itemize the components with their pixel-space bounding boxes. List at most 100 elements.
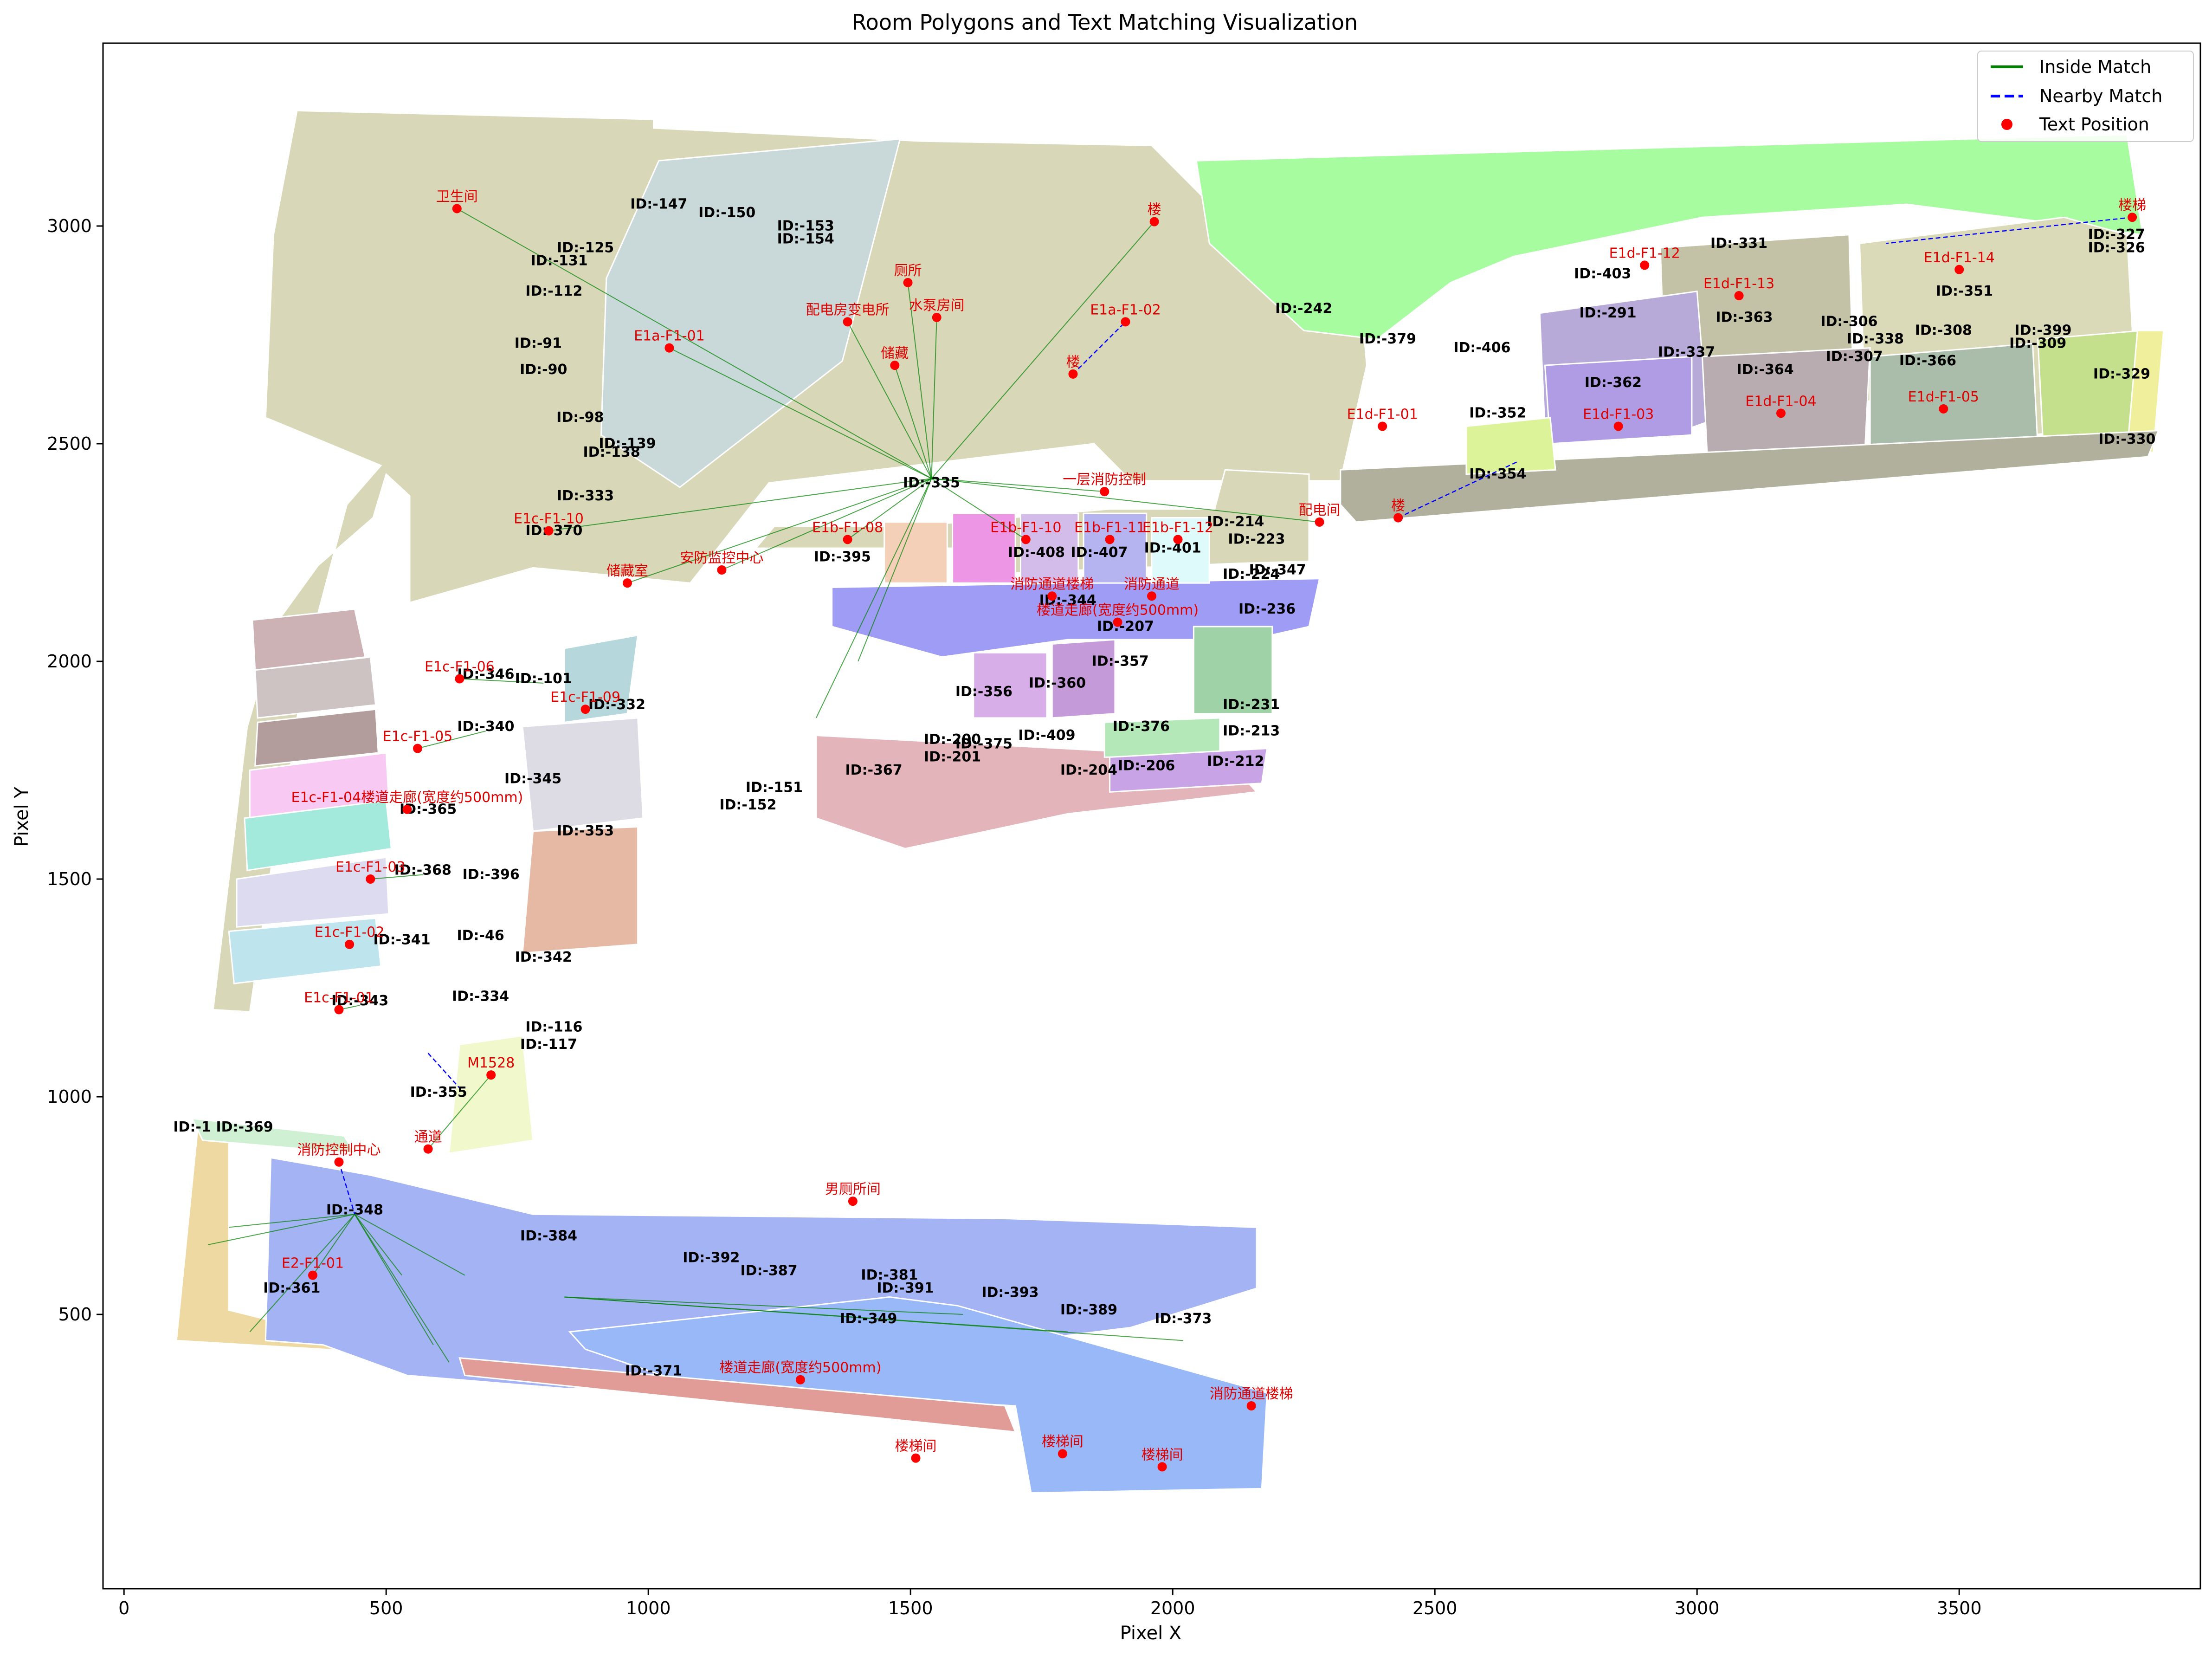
text-position-label: E1d-F1-05 — [1908, 389, 1979, 405]
room-id-label: ID:-370 — [525, 523, 582, 539]
room-polygon — [1465, 417, 1556, 475]
x-tick-label: 3000 — [1675, 1598, 1720, 1618]
room-id-label: ID:-363 — [1715, 309, 1773, 325]
room-id-label: ID:-213 — [1223, 723, 1280, 739]
inside-match-line — [847, 321, 932, 479]
room-polygon — [1151, 517, 1210, 584]
room-id-label: ID:-154 — [777, 231, 834, 247]
inside-match-line — [564, 1296, 963, 1315]
room-id-label: ID:-371 — [625, 1363, 682, 1379]
y-tick-label: 1000 — [47, 1087, 92, 1107]
room-id-label: ID:-291 — [1580, 305, 1637, 321]
inside-match-line — [894, 365, 932, 479]
room-id-label: ID:-91 — [515, 336, 562, 352]
text-position-point — [2128, 213, 2137, 222]
text-position-label: 厕所 — [894, 263, 922, 279]
text-position-point — [366, 874, 375, 884]
x-tick-label: 0 — [118, 1598, 129, 1618]
text-position-point — [1149, 217, 1159, 226]
y-tick-label: 2000 — [47, 651, 92, 672]
y-axis-ticks: 500 1000 1500 2000 2500 3000 — [47, 216, 103, 1325]
text-position-label: 消防通道楼梯 — [1210, 1386, 1293, 1402]
room-id-label: ID:-330 — [2098, 431, 2155, 447]
room-id-label: ID:-407 — [1071, 544, 1128, 561]
room-id-label: ID:-362 — [1585, 375, 1642, 391]
room-polygon — [1193, 626, 1273, 715]
room-id-label: ID:-346 — [457, 666, 514, 683]
room-id-label: ID:-98 — [556, 409, 604, 426]
text-position-point — [1613, 421, 1623, 431]
legend-text-position-dot-icon — [2001, 119, 2012, 130]
text-position-point — [1113, 617, 1122, 627]
text-position-label: 楼道走廊(宽度约500mm) — [719, 1360, 881, 1376]
room-id-label: ID:-214 — [1207, 514, 1264, 530]
legend-text-position-label: Text Position — [2039, 114, 2149, 135]
text-position-point — [932, 312, 942, 322]
room-id-label: ID:-352 — [1469, 405, 1526, 421]
room-id-label: ID:-391 — [877, 1280, 934, 1296]
room-id-label: ID:-326 — [2088, 239, 2145, 256]
room-polygon — [236, 856, 390, 928]
plot-area: ID:-147ID:-150ID:-153ID:-154ID:-125ID:-1… — [173, 110, 2165, 1494]
legend-nearby-label: Nearby Match — [2039, 86, 2162, 106]
room-id-label: ID:-201 — [924, 749, 981, 765]
text-position-label: 消防控制中心 — [297, 1142, 381, 1158]
room-id-label: ID:-347 — [1249, 562, 1306, 578]
room-id-label: ID:-153 — [777, 218, 834, 234]
text-position-point — [1954, 265, 1964, 274]
room-id-label: ID:-212 — [1207, 753, 1264, 770]
inside-match-line — [354, 1214, 402, 1276]
text-position-label: 楼梯间 — [1042, 1434, 1083, 1450]
text-position-label: 楼 — [1066, 354, 1080, 370]
inside-match-line — [907, 282, 932, 479]
room-id-label: ID:-200 — [924, 731, 981, 748]
text-position-label: E1a-F1-01 — [634, 328, 705, 344]
room-id-label: ID:-335 — [903, 475, 960, 491]
text-position-point — [1734, 291, 1744, 301]
text-position-label: E1d-F1-12 — [1609, 245, 1680, 261]
room-polygon — [600, 138, 901, 488]
room-id-label: ID:-406 — [1453, 340, 1510, 356]
room-id-label: ID:-125 — [557, 239, 614, 256]
text-position-point — [1378, 421, 1387, 431]
room-id-label: ID:-392 — [683, 1249, 740, 1266]
room-id-label: ID:-384 — [520, 1228, 577, 1244]
text-position-label: 楼道走廊(宽度约500mm) — [1037, 602, 1199, 619]
inside-match-line — [354, 1214, 434, 1346]
text-position-point — [903, 278, 913, 287]
id-labels: ID:-147ID:-150ID:-153ID:-154ID:-125ID:-1… — [173, 196, 2155, 1379]
room-polygons — [175, 110, 2165, 1494]
text-position-label: 配电间 — [1299, 502, 1341, 518]
text-position-label: E1b-F1-08 — [812, 519, 883, 536]
text-position-label: 男厕所间 — [825, 1181, 881, 1197]
text-position-label: E1d-F1-04 — [1745, 393, 1816, 409]
text-position-point — [308, 1270, 317, 1280]
text-position-label: 储藏室 — [606, 563, 648, 579]
legend-inside-label: Inside Match — [2039, 57, 2151, 77]
room-id-label: ID:-138 — [583, 444, 640, 460]
room-polygon — [973, 652, 1048, 719]
room-polygon — [249, 752, 390, 819]
text-position-label: E1c-F1-04楼道走廊(宽度约500mm) — [291, 789, 523, 806]
y-tick-label: 2500 — [47, 433, 92, 454]
room-id-label: ID:-341 — [374, 932, 431, 948]
inside-match-line — [459, 678, 544, 684]
room-id-label: ID:-368 — [394, 862, 451, 879]
text-position-label: E1b-F1-10 — [990, 519, 1061, 536]
text-position-label: E1d-F1-01 — [1347, 406, 1418, 422]
inside-match-line — [931, 317, 937, 479]
text-position-label: 消防通道 — [1124, 576, 1180, 592]
room-polygon — [522, 717, 644, 832]
room-id-label: ID:-342 — [515, 949, 572, 965]
text-position-label: 水泵房间 — [909, 298, 965, 314]
room-id-label: ID:-337 — [1658, 344, 1715, 360]
room-polygon — [254, 656, 377, 719]
room-id-label: ID:-332 — [588, 697, 645, 713]
axes-frame — [102, 42, 2201, 1590]
room-polygon — [244, 800, 393, 872]
room-id-label: ID:-338 — [1847, 331, 1904, 347]
text-position-point — [1100, 487, 1109, 497]
inside-match-line — [312, 1214, 355, 1276]
room-polygon — [458, 1357, 1017, 1433]
